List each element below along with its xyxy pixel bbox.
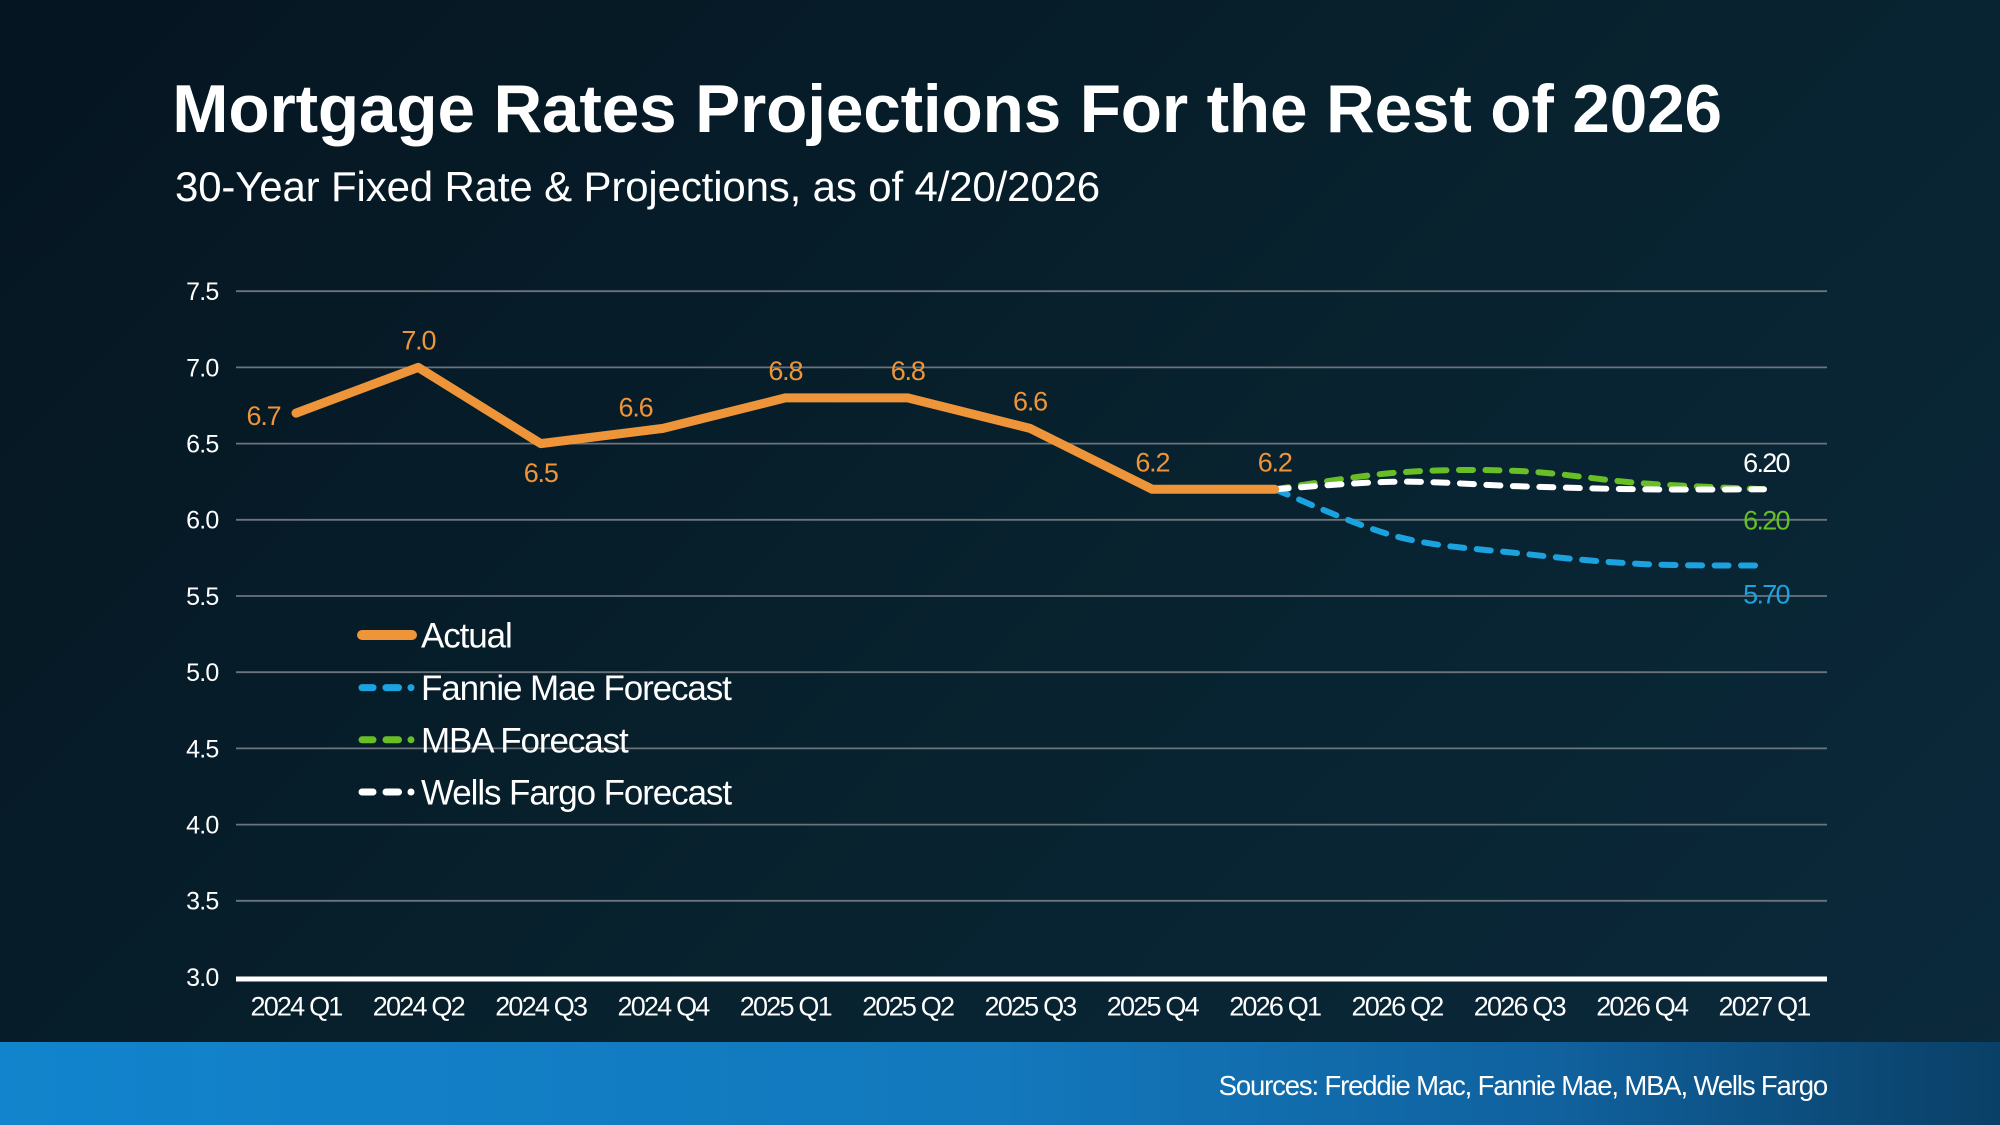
svg-text:2025 Q2: 2025 Q2 <box>862 992 954 1022</box>
svg-text:3.0: 3.0 <box>186 964 218 992</box>
svg-text:6.2: 6.2 <box>1258 447 1292 477</box>
svg-text:6.6: 6.6 <box>619 393 653 423</box>
svg-text:6.20: 6.20 <box>1743 506 1789 536</box>
svg-text:5.70: 5.70 <box>1743 580 1789 610</box>
svg-text:5.0: 5.0 <box>186 659 218 687</box>
svg-text:2024 Q2: 2024 Q2 <box>373 992 465 1022</box>
svg-text:Fannie Mae Forecast: Fannie Mae Forecast <box>421 669 732 708</box>
svg-text:6.5: 6.5 <box>186 431 218 459</box>
svg-text:6.7: 6.7 <box>247 401 281 431</box>
svg-text:2026 Q3: 2026 Q3 <box>1474 992 1566 1022</box>
svg-text:6.2: 6.2 <box>1135 447 1169 477</box>
svg-text:2026 Q2: 2026 Q2 <box>1352 992 1444 1022</box>
svg-text:6.20: 6.20 <box>1743 448 1789 478</box>
svg-text:6.8: 6.8 <box>891 356 925 386</box>
svg-text:4.5: 4.5 <box>186 735 218 763</box>
svg-text:7.5: 7.5 <box>186 278 218 306</box>
svg-text:2024 Q4: 2024 Q4 <box>618 992 711 1022</box>
svg-text:2025 Q1: 2025 Q1 <box>740 992 832 1022</box>
svg-text:3.5: 3.5 <box>186 888 218 916</box>
svg-text:2024 Q3: 2024 Q3 <box>495 992 587 1022</box>
svg-text:MBA Forecast: MBA Forecast <box>421 721 629 760</box>
svg-text:2027 Q1: 2027 Q1 <box>1719 992 1811 1022</box>
svg-text:5.5: 5.5 <box>186 583 218 611</box>
svg-text:6.8: 6.8 <box>768 356 802 386</box>
svg-text:2026 Q1: 2026 Q1 <box>1229 992 1321 1022</box>
svg-text:2024 Q1: 2024 Q1 <box>251 992 343 1022</box>
svg-text:7.0: 7.0 <box>401 325 435 355</box>
svg-text:6.5: 6.5 <box>524 458 558 488</box>
svg-text:2025 Q4: 2025 Q4 <box>1107 992 1200 1022</box>
svg-text:2026 Q4: 2026 Q4 <box>1596 992 1689 1022</box>
svg-text:6.0: 6.0 <box>186 507 218 535</box>
svg-text:Actual: Actual <box>421 617 512 656</box>
svg-text:Wells Fargo Forecast: Wells Fargo Forecast <box>421 774 732 813</box>
svg-text:7.0: 7.0 <box>186 354 218 382</box>
svg-text:2025 Q3: 2025 Q3 <box>985 992 1077 1022</box>
svg-text:4.0: 4.0 <box>186 812 218 840</box>
svg-text:6.6: 6.6 <box>1013 386 1047 416</box>
